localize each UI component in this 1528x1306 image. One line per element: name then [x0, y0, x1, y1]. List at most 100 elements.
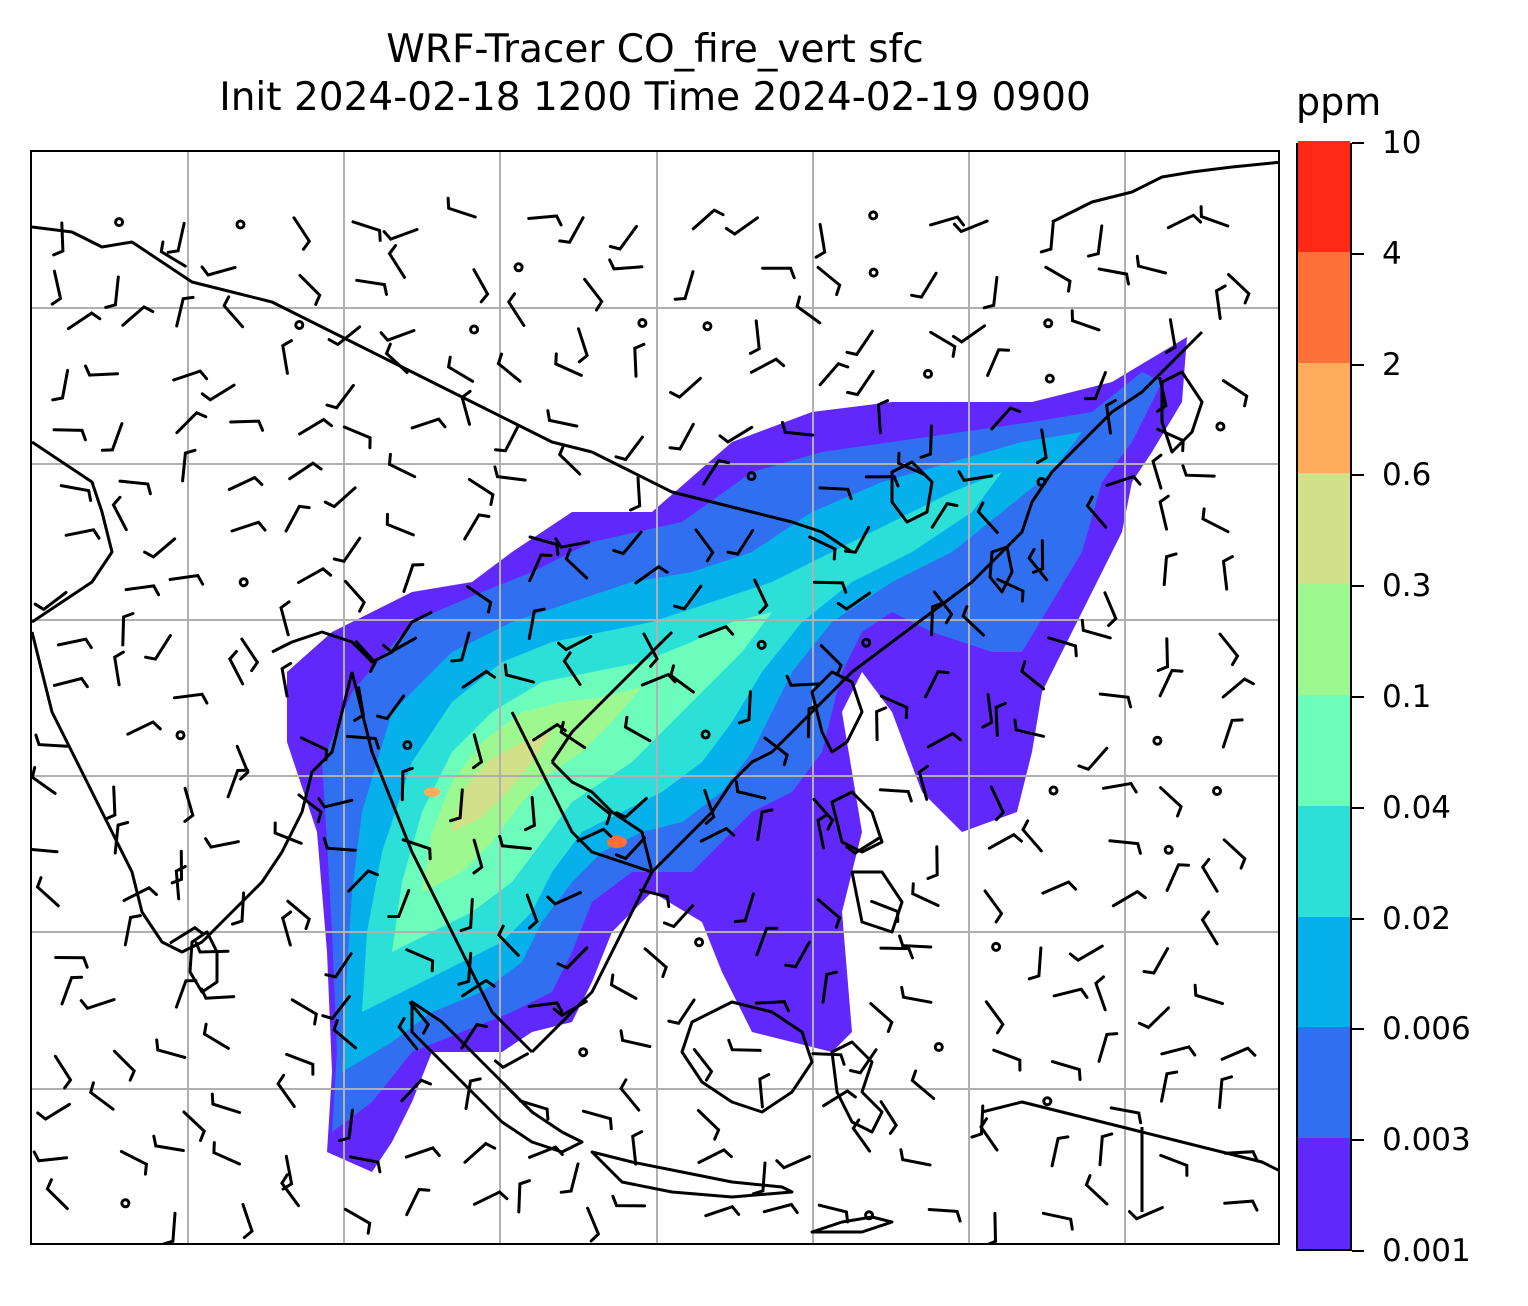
wind-barb — [122, 885, 158, 902]
calm-wind-marker — [702, 321, 713, 332]
wind-barb — [814, 222, 827, 259]
wind-barb — [1068, 944, 1104, 963]
wind-barb — [298, 417, 333, 436]
wind-barb — [692, 1047, 714, 1082]
calm-wind-marker — [1048, 785, 1059, 796]
wind-barb — [615, 796, 648, 819]
wind-barb — [1201, 507, 1230, 534]
wind-barb — [1199, 205, 1230, 228]
wind-barb — [472, 1190, 509, 1206]
wind-barb — [467, 478, 495, 506]
wind-barb — [818, 361, 850, 387]
wind-barb — [285, 1052, 315, 1076]
wind-barb — [864, 475, 900, 488]
calm-wind-marker — [114, 217, 125, 228]
wind-barb — [614, 435, 644, 462]
wind-barb — [210, 1092, 242, 1114]
calm-wind-marker — [1036, 476, 1047, 487]
wind-barb — [1052, 987, 1089, 999]
wind-barb — [785, 674, 821, 687]
wind-barb — [929, 330, 957, 358]
wind-barb — [1158, 668, 1184, 698]
colorbar-tick-label: 0.003 — [1382, 1122, 1471, 1159]
wind-barb — [121, 612, 135, 647]
colorbar-segment — [1298, 1026, 1350, 1139]
wind-barb — [1162, 552, 1178, 587]
wind-barb — [781, 421, 815, 437]
wind-barb — [527, 607, 546, 641]
wind-barb — [1105, 474, 1142, 487]
colorbar-segment — [1298, 805, 1350, 917]
wind-barb — [523, 795, 536, 832]
field-level-0.02 — [362, 472, 1002, 1012]
wind-barb — [32, 847, 59, 854]
wind-barb — [775, 1155, 811, 1170]
wind-barb — [323, 486, 357, 509]
korea-coastline — [1160, 370, 1204, 454]
wind-barb — [748, 319, 761, 355]
wind-barb — [546, 891, 582, 906]
wind-barb — [528, 535, 560, 556]
wind-barb — [1218, 1075, 1233, 1109]
wind-barb — [911, 882, 940, 907]
calm-wind-marker — [1215, 421, 1226, 432]
wind-barb — [640, 672, 677, 687]
wind-barb — [851, 1118, 872, 1153]
wind-barb — [869, 1002, 894, 1033]
wind-barb — [1160, 1045, 1197, 1057]
wind-barb — [806, 703, 820, 739]
wind-barb — [1083, 371, 1107, 401]
wind-barb — [849, 1048, 878, 1075]
wind-barb — [930, 601, 944, 637]
wind-barb — [694, 528, 715, 563]
wind-barb — [404, 1146, 441, 1159]
wind-barb — [34, 733, 69, 748]
wind-barb — [230, 520, 267, 533]
wind-barb — [59, 484, 93, 502]
map-canvas — [32, 152, 1278, 1243]
wind-barb — [1227, 273, 1251, 305]
calm-wind-marker — [513, 262, 524, 273]
wind-barb — [619, 1029, 652, 1048]
wind-barb — [400, 1078, 432, 1103]
wind-barb — [349, 1155, 382, 1174]
wind-barb — [1165, 863, 1190, 892]
calm-wind-marker — [868, 210, 879, 221]
wind-barb — [527, 1001, 564, 1014]
wind-barb — [322, 837, 357, 852]
wind-barb — [577, 327, 589, 364]
wind-barb — [493, 465, 527, 482]
wind-barb — [749, 357, 786, 374]
wind-barb — [517, 1179, 531, 1214]
wind-barb — [669, 376, 702, 399]
wind-barb — [930, 501, 959, 529]
wind-barb — [50, 269, 63, 306]
wind-barb — [172, 692, 209, 705]
wind-barb — [1098, 692, 1133, 709]
wind-barb — [351, 220, 382, 242]
wind-barb — [35, 876, 60, 908]
wind-barb — [496, 352, 522, 383]
wind-barb — [812, 580, 848, 594]
wind-barb — [611, 1194, 646, 1208]
wind-barb — [402, 563, 425, 593]
colorbar-tick-label: 0.02 — [1382, 900, 1452, 937]
wind-barb — [667, 998, 696, 1025]
colorbar-tick — [1352, 585, 1364, 588]
wind-barb — [1103, 591, 1118, 627]
calm-wind-marker — [700, 729, 711, 740]
wind-barb — [174, 979, 198, 1009]
wind-barb — [1221, 718, 1244, 749]
wind-barb — [876, 399, 890, 435]
wind-barb — [845, 836, 881, 855]
wind-barb — [556, 946, 589, 970]
wind-barb — [450, 631, 471, 663]
wind-barb — [298, 273, 322, 306]
wind-barb — [472, 838, 484, 875]
wind-barb — [811, 1052, 846, 1066]
wind-barb — [32, 1150, 69, 1163]
hainan-coastline — [890, 460, 934, 524]
colorbar-tick — [1352, 917, 1364, 920]
map-panel — [30, 150, 1280, 1245]
calm-wind-marker — [868, 267, 879, 278]
